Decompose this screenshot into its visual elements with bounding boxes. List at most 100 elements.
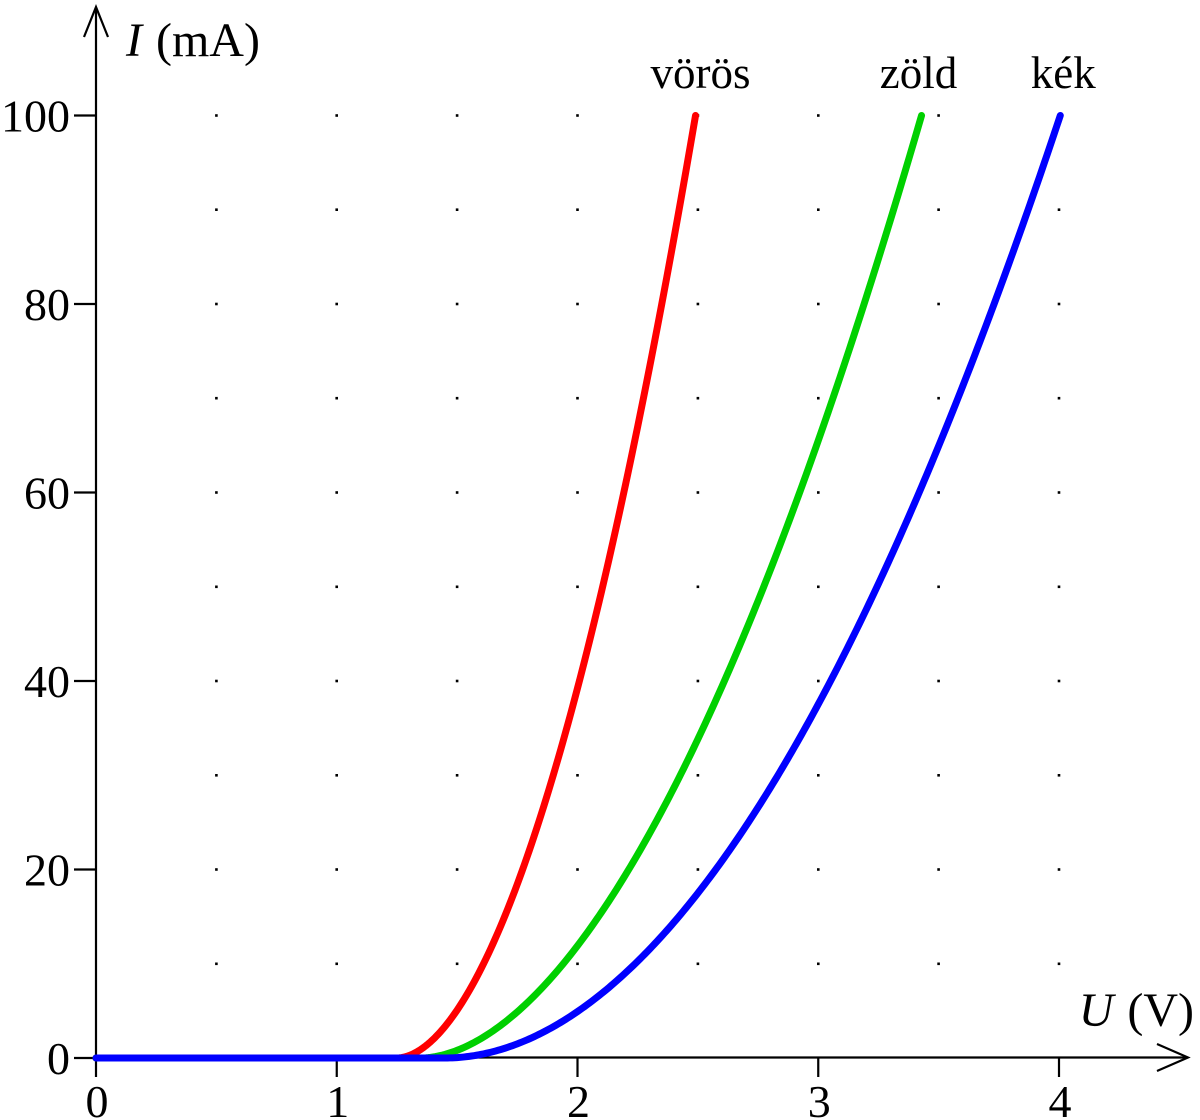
grid-dot [576,396,579,400]
x-axis-ticks: 0 1 2 3 4 [86,1058,1072,1120]
grid-dot [817,962,820,966]
grid-dot [215,774,218,777]
grid-dot [1057,208,1061,211]
iv-curve-voros [92,112,700,1062]
grid-dot [1057,491,1061,494]
grid-dot [576,302,579,306]
grid-dot [696,302,700,306]
grid-dot [937,868,940,871]
x-axis-symbol: U [1079,984,1117,1037]
grid-dot [455,774,459,777]
x-tick-label: 0 [86,1076,109,1120]
y-tick-label: 40 [24,656,70,707]
grid-dot [817,396,820,400]
grid-dot [817,585,820,589]
iv-curve-zold [92,112,926,1062]
grid-dot [335,302,338,306]
grid-dot [576,868,579,871]
y-axis-ticks: 0 20 40 60 80 100 [1,91,96,1084]
y-axis-unit: (mA) [156,14,260,67]
grid-dot [455,491,459,494]
x-axis-title: U (V) [1079,984,1194,1037]
grid-dot [937,302,940,306]
series-label-zold: zöld [880,48,957,98]
grid-dot [455,302,459,306]
grid-dot [937,585,940,589]
grid-dot [937,208,940,211]
grid-dot [696,208,700,211]
y-tick-label: 60 [24,468,70,519]
grid-dot [1057,585,1061,589]
grid-dot [215,585,218,589]
iv-curves [92,112,1064,1062]
iv-curve-kek [92,112,1064,1062]
grid-dot [696,868,700,871]
grid-dot [817,114,820,117]
grid-dot [576,491,579,494]
x-axis-arrow-icon [1156,1042,1191,1073]
grid-dot [576,208,579,211]
grid-dot [335,679,338,683]
grid-dot [1057,679,1061,683]
grid-dot [696,491,700,494]
y-tick-label: 20 [24,845,70,896]
grid-dot [817,208,820,211]
grid-dot [1057,302,1061,306]
grid-dots [215,114,1061,966]
grid-dot [696,396,700,400]
grid-dot [817,774,820,777]
y-axis-title: I (mA) [125,14,260,67]
grid-dot [455,868,459,871]
x-axis-unit: (V) [1127,984,1194,1037]
grid-dot [576,585,579,589]
grid-dot [335,208,338,211]
grid-dot [335,114,338,117]
grid-dot [576,962,579,966]
grid-dot [335,868,338,871]
grid-dot [696,774,700,777]
grid-dot [937,962,940,966]
grid-dot [576,114,579,117]
x-tick-label: 2 [567,1076,590,1120]
x-tick-label: 3 [808,1076,831,1120]
grid-dot [937,774,940,777]
x-tick-label: 1 [326,1076,349,1120]
grid-dot [455,114,459,117]
grid-dot [937,491,940,494]
grid-dot [455,962,459,966]
grid-dot [335,491,338,494]
grid-dot [696,962,700,966]
curve-labels: vörös zöld kék [651,48,1097,98]
grid-dot [937,679,940,683]
grid-dot [215,208,218,211]
grid-dot [817,868,820,871]
grid-dot [817,302,820,306]
y-tick-label: 100 [1,91,70,142]
y-tick-label: 0 [47,1033,70,1084]
series-label-voros: vörös [651,48,751,98]
grid-dot [215,302,218,306]
y-axis-arrow-icon [82,4,110,38]
grid-dot [817,679,820,683]
y-axis-symbol: I [125,14,144,67]
grid-dot [455,396,459,400]
grid-dot [576,774,579,777]
series-label-kek: kék [1031,48,1096,98]
grid-dot [215,868,218,871]
grid-dot [696,585,700,589]
grid-dot [696,679,700,683]
grid-dot [335,774,338,777]
grid-dot [335,962,338,966]
grid-dot [1057,962,1061,966]
x-tick-label: 4 [1049,1076,1072,1120]
grid-dot [215,114,218,117]
grid-dot [215,679,218,683]
grid-dot [215,962,218,966]
grid-dot [1057,396,1061,400]
grid-dot [1057,868,1061,871]
grid-dot [455,585,459,589]
grid-dot [455,208,459,211]
grid-dot [1057,774,1061,777]
